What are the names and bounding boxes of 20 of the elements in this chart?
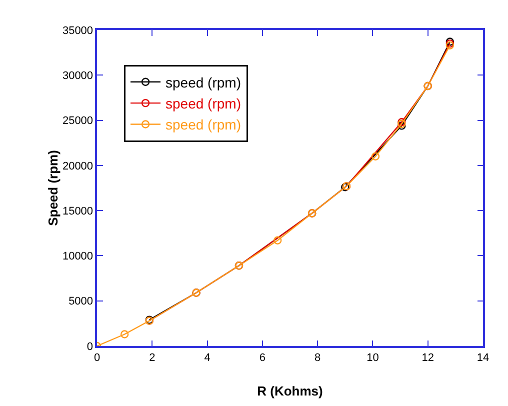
- x-tick-label: 4: [204, 352, 210, 364]
- y-tick-label: 5000: [68, 296, 94, 308]
- y-tick-label: 20000: [62, 160, 94, 172]
- legend-label: speed (rpm): [166, 96, 241, 112]
- x-tick-label: 12: [422, 352, 434, 364]
- x-tick-label: 14: [476, 352, 490, 364]
- y-tick-label: 30000: [62, 70, 94, 82]
- x-tick-label: 10: [366, 352, 379, 364]
- y-axis-title: Speed (rpm): [45, 150, 60, 226]
- x-axis-title: R (Kohms): [257, 384, 323, 398]
- legend-label: speed (rpm): [166, 74, 241, 90]
- y-tick-label: 15000: [62, 205, 94, 218]
- y-tick-label: 25000: [62, 115, 94, 128]
- y-tick-label: 0: [86, 340, 94, 353]
- y-tick-label: 35000: [62, 24, 94, 37]
- x-tick-label: 8: [314, 352, 321, 364]
- y-tick-label: 10000: [62, 250, 94, 263]
- x-tick-label: 2: [149, 352, 156, 364]
- legend-label: speed (rpm): [166, 116, 241, 133]
- x-tick-label: 6: [259, 352, 266, 364]
